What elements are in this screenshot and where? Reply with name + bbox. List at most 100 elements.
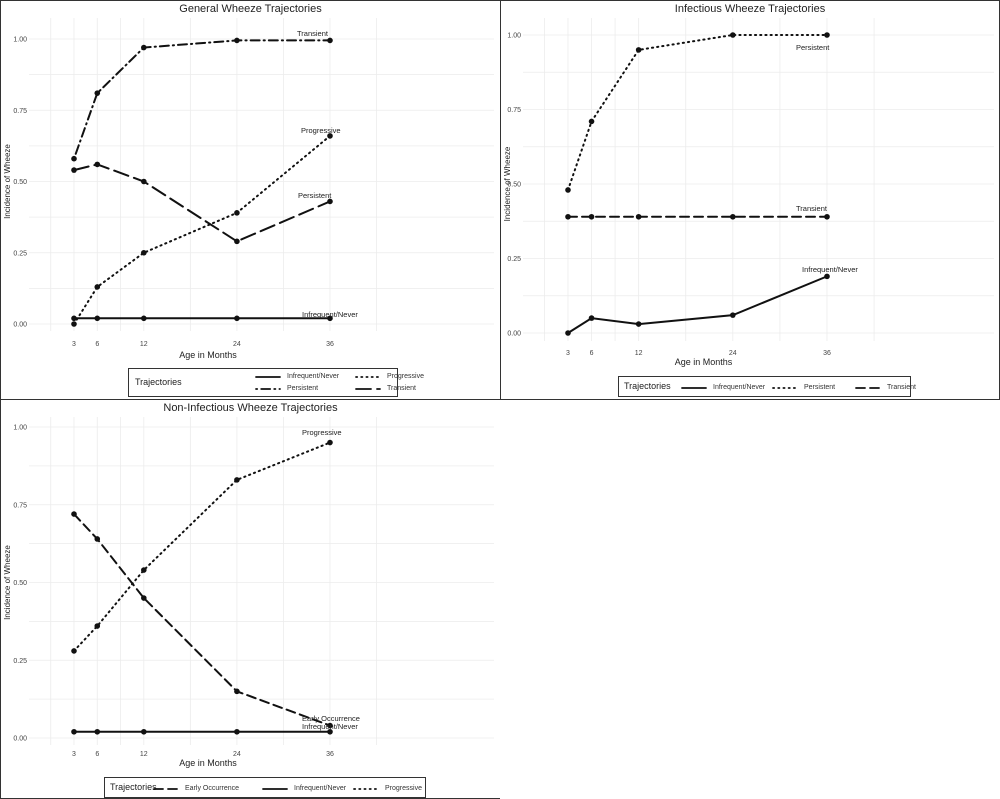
series-line: [567, 275, 828, 334]
data-point: [635, 47, 642, 53]
x-tick-label: 6: [95, 341, 99, 348]
x-tick-label: 6: [95, 751, 99, 758]
x-tick-label: 36: [326, 341, 334, 348]
data-point: [141, 178, 147, 185]
series-end-label: Early Occurrence: [302, 714, 360, 723]
series-line: [73, 163, 331, 243]
x-axis-label: Age in Months: [675, 357, 733, 367]
data-point: [71, 167, 77, 173]
series-progressive: Progressive: [71, 126, 341, 327]
data-point: [71, 315, 77, 322]
x-tick-label: 36: [326, 751, 334, 758]
y-tick-label: 0.50: [13, 580, 27, 587]
data-point: [234, 238, 240, 245]
legend-label: Transient: [887, 384, 916, 391]
data-point: [730, 213, 736, 220]
non-infectious-wheeze-panel: Non-Infectious Wheeze Trajectories 0.00 0…: [0, 399, 501, 799]
data-point: [234, 728, 240, 735]
x-tick-label: 3: [566, 350, 570, 357]
series-end-label: Persistent: [298, 191, 332, 200]
y-tick-label: 0.25: [13, 658, 27, 665]
series-persistent: Persistent: [565, 32, 830, 193]
y-tick-label: 1.00: [13, 425, 27, 432]
legend-label: Infrequent/Never: [294, 785, 347, 792]
legend-key: [681, 386, 707, 389]
series-persistent: Persistent: [71, 37, 333, 200]
data-point: [565, 330, 571, 336]
data-point: [141, 315, 147, 322]
y-tick-label: 0.50: [13, 179, 27, 186]
data-point: [71, 648, 77, 654]
data-point: [588, 315, 595, 321]
grid: [523, 18, 994, 341]
grid: [29, 417, 494, 745]
legend-item: Early Occurrence: [153, 783, 239, 794]
chart-title: Non-Infectious Wheeze Trajectories: [163, 402, 338, 414]
legend-item: Infrequent/Never: [681, 382, 765, 393]
data-point: [71, 511, 77, 517]
x-tick-label: 12: [140, 751, 148, 758]
series-line: [73, 39, 331, 160]
data-point: [327, 198, 333, 205]
data-point: [824, 273, 830, 280]
x-tick-label: 3: [72, 341, 76, 348]
data-point: [234, 477, 240, 483]
data-point: [71, 321, 77, 327]
data-point: [71, 728, 77, 735]
data-point: [234, 37, 240, 44]
empty-area: [500, 400, 1000, 799]
data-point: [94, 728, 101, 735]
data-point: [565, 213, 571, 220]
series-infrequent-never: Infrequent/Never: [565, 265, 858, 336]
chart-legend: Trajectories Infrequent/Never Persistent T…: [618, 376, 916, 397]
legend-label: Early Occurrence: [185, 785, 240, 792]
data-point: [588, 213, 595, 220]
x-tick-label: 24: [233, 751, 241, 758]
legend-key: [262, 787, 288, 790]
y-tick-label: 0.25: [507, 256, 521, 263]
x-tick-label: 12: [635, 350, 643, 357]
legend-key: [153, 787, 179, 790]
series-line: [73, 513, 331, 727]
data-point: [234, 315, 240, 322]
y-tick-label: 0.50: [507, 182, 521, 189]
series-end-label: Infrequent/Never: [302, 310, 358, 319]
y-axis-label: Incidence of Wheeze: [3, 545, 12, 620]
y-tick-label: 1.00: [507, 33, 521, 40]
y-tick-label: 0.75: [507, 107, 521, 114]
legend-key: [355, 387, 381, 390]
legend-title: Trajectories: [110, 782, 157, 792]
data-point: [730, 32, 736, 38]
x-tick-label: 24: [233, 341, 241, 348]
series-line: [73, 134, 331, 325]
legend-item: Infrequent/Never: [262, 783, 346, 794]
legend-label: Infrequent/Never: [713, 384, 766, 391]
data-point: [94, 90, 101, 96]
data-point: [94, 315, 101, 322]
data-point: [824, 213, 830, 220]
legend-label: Transient: [387, 385, 416, 392]
series-early-occurrence: Early Occurrence: [71, 511, 360, 729]
y-tick-label: 0.00: [13, 322, 27, 329]
y-tick-label: 0.00: [507, 331, 521, 338]
legend-key: [355, 375, 381, 378]
data-point: [327, 133, 333, 139]
series-end-label: Persistent: [796, 43, 830, 52]
legend-key: [772, 386, 798, 389]
data-point: [141, 567, 147, 573]
data-point: [141, 249, 147, 256]
legend-label: Progressive: [385, 785, 422, 792]
chart-title: General Wheeze Trajectories: [179, 3, 322, 15]
series-infrequent-never: Infrequent/Never: [71, 310, 358, 322]
general-wheeze-panel: General Wheeze Trajectories 0.00 0.25 0.50…: [0, 0, 501, 400]
data-point: [588, 118, 595, 125]
x-tick-label: 24: [729, 350, 737, 357]
series-end-label: Progressive: [301, 126, 341, 135]
legend-key: [855, 386, 881, 389]
data-point: [327, 728, 333, 735]
legend-item: Persistent: [772, 382, 835, 393]
infectious-wheeze-panel: Infectious Wheeze Trajectories 0.00 0.25 0…: [500, 0, 1000, 400]
legend-key: [353, 787, 379, 790]
